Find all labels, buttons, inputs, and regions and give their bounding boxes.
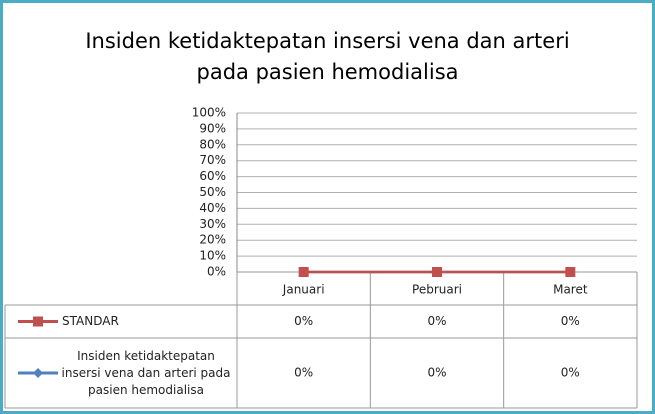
data-point	[432, 267, 442, 277]
x-tick-label: Maret	[553, 283, 588, 297]
y-tick-label: 80%	[199, 137, 226, 151]
y-tick-label: 20%	[199, 233, 226, 247]
title-box: Insiden ketidaktepatan insersi vena dan …	[85, 29, 570, 84]
data-label: 0%	[427, 366, 446, 380]
data-label: 0%	[294, 314, 313, 328]
data-label: 0%	[294, 366, 313, 380]
y-tick-label: 60%	[199, 169, 226, 183]
legend-label: Insiden ketidaktepatan insersi vena dan …	[61, 348, 231, 397]
y-tick-label: 0%	[207, 265, 226, 279]
y-tick-label: 70%	[199, 153, 226, 167]
legend-marker	[33, 368, 43, 378]
legend-label-box: Insiden ketidaktepatan insersi vena dan …	[61, 348, 231, 397]
y-tick-label: 100%	[192, 106, 226, 120]
y-tick-label: 30%	[199, 217, 226, 231]
y-tick-label: 40%	[199, 201, 226, 215]
data-label: 0%	[561, 314, 580, 328]
data-label: 0%	[427, 314, 446, 328]
y-tick-label: 90%	[199, 121, 226, 135]
y-tick-label: 10%	[199, 249, 226, 263]
data-point	[298, 267, 309, 277]
legend-marker	[33, 316, 43, 327]
data-label: 0%	[561, 366, 580, 380]
x-tick-label: Januari	[282, 283, 325, 297]
chart-title: Insiden ketidaktepatan insersi vena dan …	[85, 29, 570, 84]
y-tick-label: 50%	[199, 185, 226, 199]
legend-label: STANDAR	[62, 314, 119, 328]
x-tick-label: Pebruari	[412, 283, 462, 297]
data-point	[565, 267, 576, 277]
